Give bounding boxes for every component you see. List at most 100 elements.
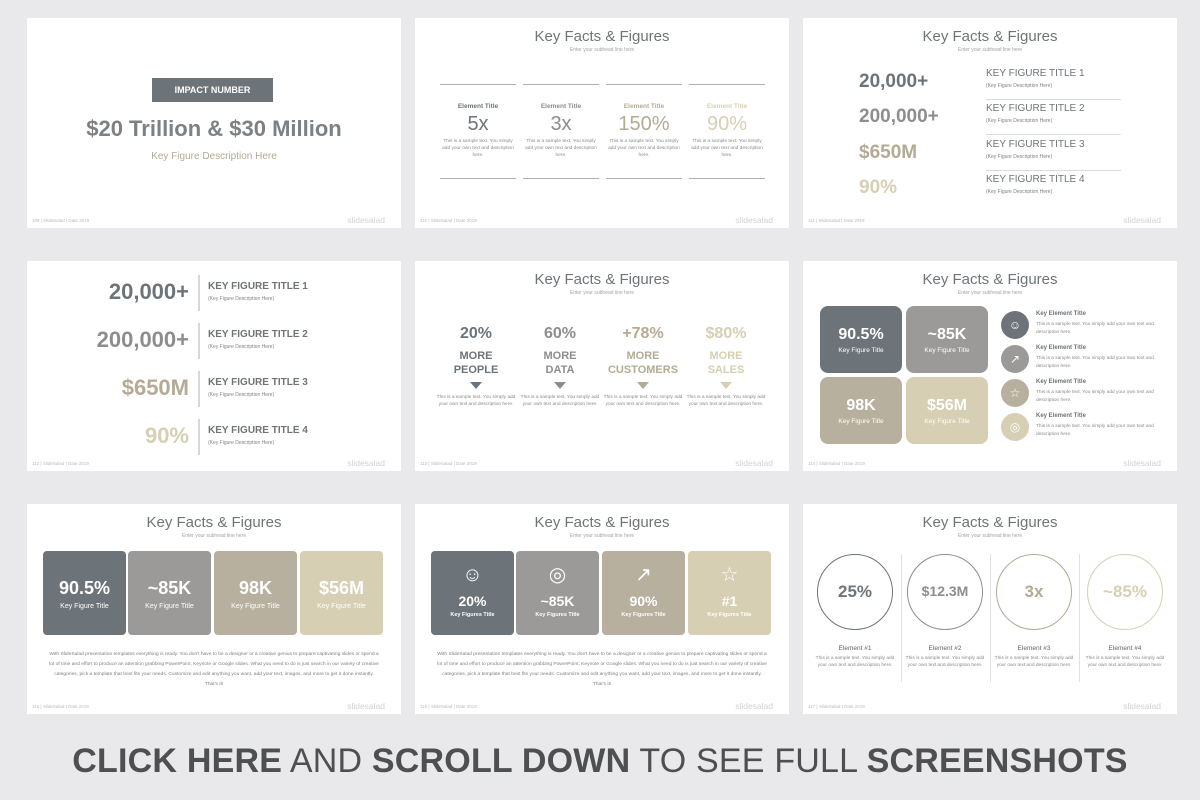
brand-watermark: slidesalad [1123, 701, 1161, 711]
element-text: This is a sample text. You simply add yo… [523, 138, 599, 164]
slide-thumbnail-circle-figures[interactable]: Key Facts & Figures Enter your subhead l… [803, 504, 1177, 714]
figure-title: KEY FIGURE TITLE 2 [208, 329, 308, 340]
slide-footer: 112 | SlideSalad | Date 2019 [32, 461, 89, 466]
figure-row: 200,000+ KEY FIGURE TITLE 2 (Key Figure … [859, 100, 1121, 135]
figure-title: KEY FIGURE TITLE 1 [208, 281, 308, 292]
card-value: 20% [431, 593, 514, 609]
element-text: This is a sample text. You simply add yo… [1036, 321, 1166, 337]
metric-column: $80% MORE SALES This is a sample text. Yo… [685, 325, 767, 408]
circle-value: 25% [817, 554, 893, 630]
brand-watermark: slidesalad [347, 458, 385, 468]
figure-card: 90.5% Key Figure Title [43, 551, 126, 635]
slide-thumbnail-figure-grid[interactable]: Key Facts & Figures Enter your subhead l… [803, 261, 1177, 471]
slide-subhead: Enter your subhead line here [803, 290, 1177, 296]
people-icon: ☺ [1001, 311, 1029, 339]
circle-column: 25% Element #1 This is a sample text. Yo… [811, 554, 899, 669]
brand-watermark: slidesalad [347, 701, 385, 711]
metric-column: +78% MORE CUSTOMERS This is a sample text… [602, 325, 684, 408]
brand-watermark: slidesalad [735, 458, 773, 468]
metric-value: +78% [602, 325, 684, 343]
slide-thumbnail-element-titles[interactable]: Key Facts & Figures Enter your subhead l… [415, 18, 789, 228]
divider [198, 419, 200, 455]
metric-text: This is a sample text. You simply add yo… [435, 394, 517, 408]
slide-title: Key Facts & Figures [415, 271, 789, 288]
figure-row: 20,000+ KEY FIGURE TITLE 1 (Key Figure D… [859, 65, 1121, 100]
divider [198, 371, 200, 407]
figure-description: (Key Figure Description Here) [208, 344, 274, 350]
brand-watermark: slidesalad [735, 215, 773, 225]
tile-label: Key Figure Title [906, 347, 988, 354]
element-text: This is a sample text. You simply add yo… [689, 138, 765, 164]
tile-value: 90.5% [820, 326, 902, 344]
slide-footer: 114 | SlideSalad | Date 2019 [808, 461, 865, 466]
element-text: This is a sample text. You simply add yo… [606, 138, 682, 164]
slide-thumbnail-figure-cards[interactable]: Key Facts & Figures Enter your subhead l… [27, 504, 401, 714]
element-text: This is a sample text. You simply add yo… [1036, 423, 1166, 439]
slide-title: Key Facts & Figures [803, 514, 1177, 531]
element-value: 90% [689, 113, 765, 136]
slide-title: Key Facts & Figures [27, 514, 401, 531]
slide-thumbnail-icon-cards[interactable]: Key Facts & Figures Enter your subhead l… [415, 504, 789, 714]
element-title: Key Element Title [1036, 345, 1086, 351]
slide-footer: 116 | SlideSalad | Date 2019 [420, 704, 477, 709]
element-title: Element #1 [811, 645, 899, 652]
icon-card: ◎ ~85K Key Figures Title [516, 551, 599, 635]
tile-label: Key Figure Title [820, 418, 902, 425]
metric-text: This is a sample text. You simply add yo… [519, 394, 601, 408]
slide-title: Key Facts & Figures [415, 28, 789, 45]
slide-thumbnail-figure-bars[interactable]: 20,000+ KEY FIGURE TITLE 1 (Key Figure D… [27, 261, 401, 471]
element-value: 5x [440, 113, 516, 136]
element-item: ☆ Key Element Title This is a sample tex… [1001, 379, 1171, 413]
impact-description: Key Figure Description Here [27, 151, 401, 162]
divider [689, 178, 765, 179]
figure-value: 200,000+ [97, 327, 189, 353]
element-item: ◎ Key Element Title This is a sample tex… [1001, 413, 1171, 447]
element-text: This is a sample text. You simply add yo… [1036, 389, 1166, 405]
metric-column: 20% MORE PEOPLE This is a sample text. Yo… [435, 325, 517, 408]
figure-card: 98K Key Figure Title [214, 551, 297, 635]
globe-icon: ◎ [1001, 413, 1029, 441]
triangle-down-icon [720, 382, 732, 389]
element-text: This is a sample text. You simply add yo… [901, 655, 989, 669]
circle-value: ~85% [1087, 554, 1163, 630]
slide-title: Key Facts & Figures [803, 28, 1177, 45]
divider [198, 275, 200, 311]
card-label: Key Figures Title [688, 612, 771, 618]
chart-icon: ↗ [1001, 345, 1029, 373]
figure-value: $650M [122, 375, 189, 401]
slide-thumbnail-impact-number[interactable]: IMPACT NUMBER $20 Trillion & $30 Million… [27, 18, 401, 228]
figure-description: (Key Figure Description Here) [986, 154, 1052, 160]
figure-value: 90% [859, 177, 897, 199]
figure-value: $650M [859, 142, 917, 164]
figure-description: (Key Figure Description Here) [208, 392, 274, 398]
cta-banner[interactable]: CLICK HERE AND SCROLL DOWN TO SEE FULL S… [0, 742, 1200, 781]
figure-title: KEY FIGURE TITLE 3 [986, 139, 1085, 150]
figure-tile: 90.5% Key Figure Title [820, 306, 902, 373]
card-value: 90% [602, 593, 685, 609]
element-text: This is a sample text. You simply add yo… [1081, 655, 1169, 669]
element-column: Element Title 5x This is a sample text. … [440, 84, 516, 179]
element-title: Element #4 [1081, 645, 1169, 652]
figure-row: 20,000+ KEY FIGURE TITLE 1 (Key Figure D… [27, 273, 401, 313]
tile-value: 98K [820, 397, 902, 415]
element-title: Element #2 [901, 645, 989, 652]
metric-label: MORE CUSTOMERS [602, 349, 684, 379]
slide-subhead: Enter your subhead line here [415, 290, 789, 296]
brand-watermark: slidesalad [347, 215, 385, 225]
slide-thumbnail-figure-list[interactable]: Key Facts & Figures Enter your subhead l… [803, 18, 1177, 228]
element-text: This is a sample text. You simply add yo… [440, 138, 516, 164]
icon-card: ↗ 90% Key Figures Title [602, 551, 685, 635]
circle-column: ~85% Element #4 This is a sample text. Y… [1081, 554, 1169, 669]
bar-chart-icon: ↗ [602, 562, 685, 588]
element-column: Element Title 90% This is a sample text.… [689, 84, 765, 179]
metric-label: MORE DATA [519, 349, 601, 379]
figure-title: KEY FIGURE TITLE 2 [986, 103, 1085, 114]
card-label: Key Figures Title [516, 612, 599, 618]
card-value: $56M [300, 578, 383, 599]
slide-footer: 115 | SlideSalad | Date 2019 [32, 704, 89, 709]
card-value: 98K [214, 578, 297, 599]
circle-value: $12.3M [907, 554, 983, 630]
element-item: ☺ Key Element Title This is a sample tex… [1001, 311, 1171, 345]
slide-thumbnail-more-metrics[interactable]: Key Facts & Figures Enter your subhead l… [415, 261, 789, 471]
tile-label: Key Figure Title [906, 418, 988, 425]
